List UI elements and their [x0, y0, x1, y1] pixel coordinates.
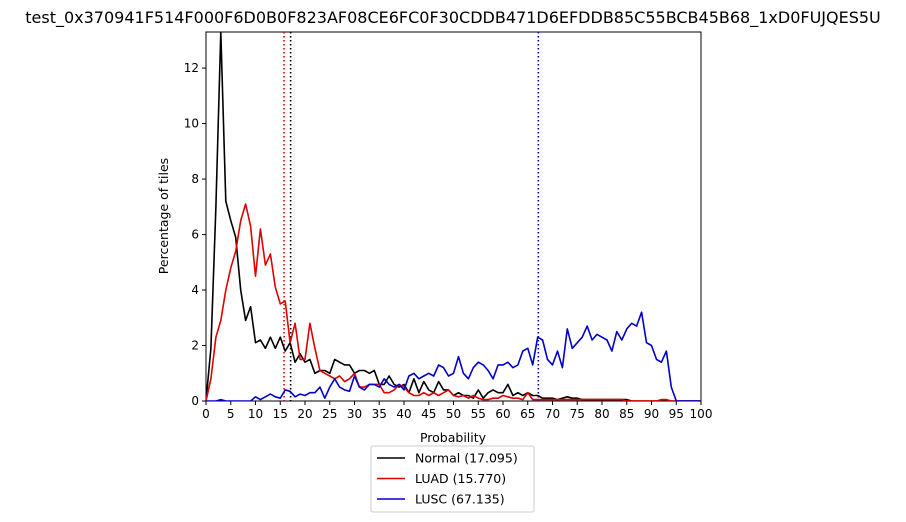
x-tick-label: 15 — [273, 407, 288, 421]
axes-frame — [205, 31, 702, 402]
x-tick-label: 0 — [202, 407, 210, 421]
x-tick-label: 50 — [446, 407, 461, 421]
y-tick-label: 10 — [184, 117, 199, 131]
series-line — [206, 311, 701, 401]
series-line — [206, 203, 701, 401]
legend: Normal (17.095) LUAD (15.770) LUSC (67.135… — [370, 445, 535, 513]
x-tick-label: 95 — [669, 407, 684, 421]
x-tick-label: 75 — [570, 407, 585, 421]
chart-title: test_0x370941F514F000F6D0B0F823AF08CE6FC… — [25, 8, 881, 28]
y-tick-label: 8 — [191, 172, 199, 186]
y-axis-label: Percentage of tiles — [156, 158, 171, 274]
x-tick-label: 80 — [594, 407, 609, 421]
legend-box — [370, 445, 535, 513]
x-tick-label: 45 — [421, 407, 436, 421]
y-tick-label: 6 — [191, 228, 199, 242]
legend-label: LUSC (67.135) — [415, 492, 505, 507]
x-tick-label: 70 — [545, 407, 560, 421]
legend-label: Normal (17.095) — [415, 451, 518, 466]
y-tick-label: 0 — [191, 394, 199, 408]
x-tick-label: 25 — [322, 407, 337, 421]
x-tick-label: 35 — [372, 407, 387, 421]
y-tick-label: 12 — [184, 61, 199, 75]
x-tick-label: 65 — [520, 407, 535, 421]
x-tick-label: 55 — [471, 407, 486, 421]
x-tick-label: 90 — [644, 407, 659, 421]
legend-label: LUAD (15.770) — [415, 471, 506, 486]
x-tick-label: 60 — [495, 407, 510, 421]
y-tick-label: 2 — [191, 339, 199, 353]
x-tick-label: 30 — [347, 407, 362, 421]
x-tick-label: 40 — [396, 407, 411, 421]
x-tick-label: 85 — [619, 407, 634, 421]
x-axis-label: Probability — [420, 430, 487, 445]
x-tick-label: 10 — [248, 407, 263, 421]
plot-area: 0 5 10 15 20 25 30 35 40 45 50 55 60 65 70 75 80 85 90 95 10… — [184, 31, 713, 421]
y-tick-label: 4 — [191, 283, 199, 297]
x-tick-label: 100 — [690, 407, 713, 421]
x-tick-label: 5 — [227, 407, 235, 421]
x-tick-label: 20 — [297, 407, 312, 421]
series-line — [206, 32, 701, 401]
